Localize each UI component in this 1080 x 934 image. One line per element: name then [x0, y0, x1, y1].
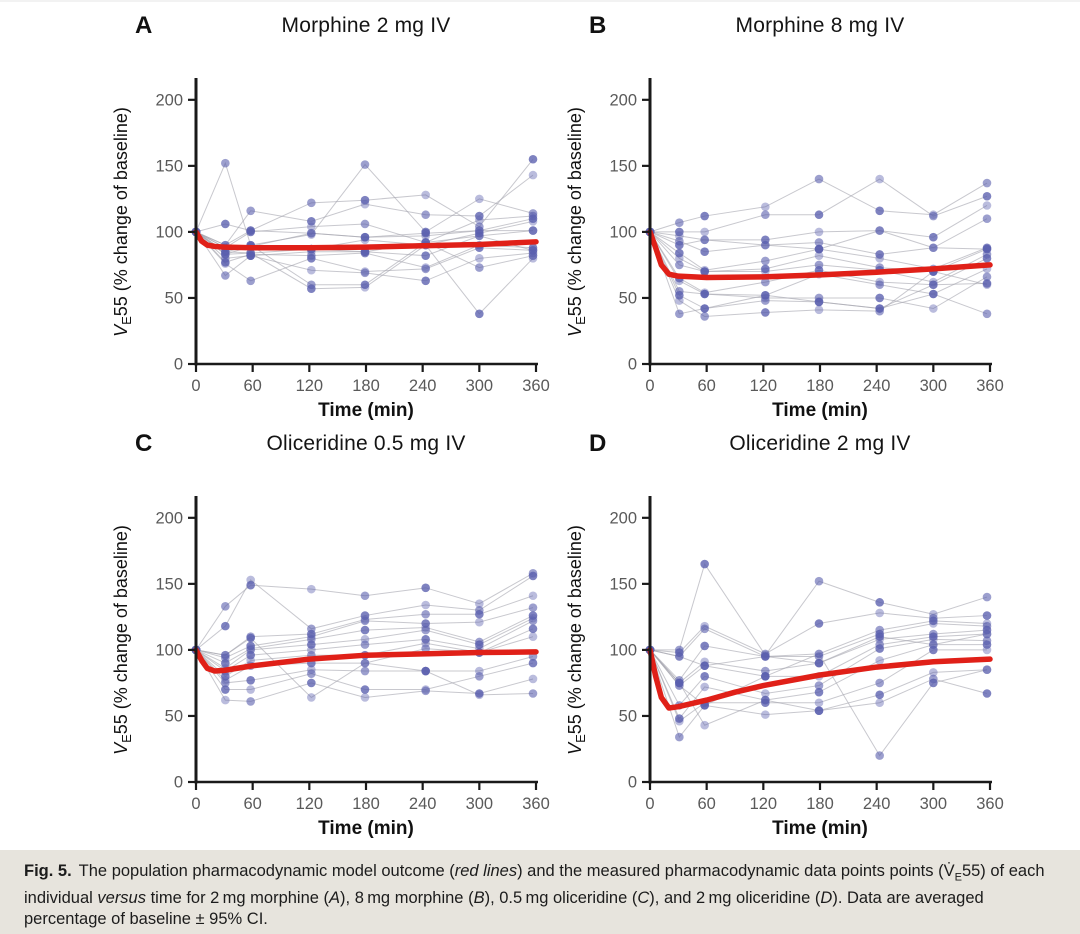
- svg-text:360: 360: [976, 377, 1004, 395]
- svg-text:VE55 (% change of baseline): VE55 (% change of baseline): [111, 525, 134, 755]
- svg-text:300: 300: [920, 795, 948, 813]
- svg-text:200: 200: [609, 509, 637, 527]
- svg-text:240: 240: [409, 377, 437, 395]
- svg-text:Time (min): Time (min): [772, 818, 868, 839]
- svg-text:50: 50: [165, 707, 183, 725]
- svg-text:50: 50: [619, 289, 637, 307]
- svg-text:200: 200: [155, 91, 183, 109]
- svg-text:120: 120: [750, 377, 778, 395]
- svg-text:0: 0: [628, 774, 637, 792]
- caption-segment: time for 2 mg morphine (: [146, 889, 330, 908]
- svg-text:0: 0: [628, 356, 637, 374]
- svg-text:300: 300: [466, 377, 494, 395]
- caption-segment: Fig. 5.: [24, 862, 72, 880]
- panel-c-chart: 0 50 100 150 200 0 60 120 180 240 300 360 Time (min)…: [111, 496, 550, 839]
- panel-b-header: B Morphine 8 mg IV: [555, 10, 1009, 42]
- svg-text:150: 150: [609, 575, 637, 593]
- panel-b-title: Morphine 8 mg IV: [735, 14, 905, 37]
- caption-segment: ), and 2 mg oliceridine (: [649, 889, 821, 908]
- caption-band: Fig. 5. The population pharmacodynamic mo…: [0, 850, 1080, 934]
- panel-b-letter: B: [589, 12, 607, 39]
- svg-text:120: 120: [750, 795, 778, 813]
- caption-segment: ). Data are averaged percentage of basel…: [24, 889, 984, 929]
- panel-a-letter: A: [135, 12, 153, 39]
- svg-text:200: 200: [155, 509, 183, 527]
- svg-text:180: 180: [806, 795, 834, 813]
- panel-a-header: A Morphine 2 mg IV: [101, 10, 555, 42]
- svg-text:360: 360: [522, 377, 550, 395]
- panel-grid: A Morphine 2 mg IV 0 50 100 150 200 0 60 120 180…: [101, 10, 1080, 840]
- svg-text:0: 0: [191, 795, 200, 813]
- svg-text:240: 240: [863, 795, 891, 813]
- svg-text:VE55 (% change of baseline): VE55 (% change of baseline): [565, 107, 588, 337]
- svg-text:360: 360: [976, 795, 1004, 813]
- panel-d-chart: 0 50 100 150 200 0 60 120 180 240 300 360 Time (min)…: [565, 496, 1004, 839]
- svg-text:120: 120: [296, 377, 324, 395]
- svg-text:180: 180: [806, 377, 834, 395]
- caption-segment: 55) of each individual: [24, 862, 1045, 908]
- svg-text:50: 50: [619, 707, 637, 725]
- svg-text:300: 300: [466, 795, 494, 813]
- caption-segment: ), 8 mg morphine (: [340, 889, 474, 908]
- svg-text:240: 240: [409, 795, 437, 813]
- svg-text:100: 100: [155, 641, 183, 659]
- svg-text:VE55 (% change of baseline): VE55 (% change of baseline): [111, 107, 134, 337]
- svg-text:VE55 (% change of baseline): VE55 (% change of baseline): [565, 525, 588, 755]
- svg-text:100: 100: [155, 223, 183, 241]
- svg-text:0: 0: [191, 377, 200, 395]
- svg-text:150: 150: [609, 157, 637, 175]
- panel-a-title: Morphine 2 mg IV: [281, 14, 451, 37]
- caption-segment: C: [637, 889, 650, 908]
- panel-c-title: Oliceridine 0.5 mg IV: [266, 432, 466, 455]
- svg-text:60: 60: [697, 795, 715, 813]
- caption-segment: The population pharmacodynamic model out…: [78, 862, 455, 880]
- panel-c-letter: C: [135, 430, 153, 457]
- svg-text:100: 100: [609, 223, 637, 241]
- svg-text:60: 60: [697, 377, 715, 395]
- caption-segment: ), 0.5 mg oliceridine (: [484, 889, 638, 908]
- caption-segment: A: [329, 889, 341, 908]
- svg-text:100: 100: [609, 641, 637, 659]
- svg-text:150: 150: [155, 157, 183, 175]
- caption-segment: E: [954, 871, 962, 884]
- svg-text:200: 200: [609, 91, 637, 109]
- svg-text:300: 300: [920, 377, 948, 395]
- svg-text:180: 180: [352, 795, 380, 813]
- panel-d-letter: D: [589, 430, 607, 457]
- svg-text:50: 50: [165, 289, 183, 307]
- svg-text:0: 0: [645, 377, 654, 395]
- panel-c: C Oliceridine 0.5 mg IV 0 50 100 150 200 0 60 1…: [101, 428, 555, 840]
- panel-a: A Morphine 2 mg IV 0 50 100 150 200 0 60 120 180…: [101, 10, 555, 422]
- figure-5: A Morphine 2 mg IV 0 50 100 150 200 0 60 120 180…: [0, 2, 1080, 840]
- svg-text:Time (min): Time (min): [772, 400, 868, 421]
- caption-segment: ) and the measured pharmacodynamic data …: [517, 862, 955, 880]
- svg-text:180: 180: [352, 377, 380, 395]
- figure-caption: Fig. 5. The population pharmacodynamic mo…: [24, 861, 1050, 930]
- svg-text:Time (min): Time (min): [318, 818, 414, 839]
- panel-d-title: Oliceridine 2 mg IV: [729, 432, 911, 455]
- panel-a-chart: 0 50 100 150 200 0 60 120 180 240 300 360 Time (min)…: [111, 78, 550, 421]
- svg-text:0: 0: [174, 356, 183, 374]
- svg-text:0: 0: [645, 795, 654, 813]
- panel-d-header: D Oliceridine 2 mg IV: [555, 428, 1009, 460]
- svg-text:60: 60: [243, 795, 261, 813]
- panel-c-header: C Oliceridine 0.5 mg IV: [101, 428, 555, 460]
- svg-text:120: 120: [296, 795, 324, 813]
- panel-d: D Oliceridine 2 mg IV 0 50 100 150 200 0 60 120…: [555, 428, 1009, 840]
- svg-text:0: 0: [174, 774, 183, 792]
- caption-segment: D: [820, 889, 833, 908]
- panel-b: B Morphine 8 mg IV 0 50 100 150 200 0 60 120 180…: [555, 10, 1009, 422]
- svg-text:360: 360: [522, 795, 550, 813]
- svg-text:60: 60: [243, 377, 261, 395]
- panel-b-chart: 0 50 100 150 200 0 60 120 180 240 300 360 Time (min)…: [565, 78, 1004, 421]
- caption-segment: versus: [97, 889, 146, 908]
- caption-segment: red lines: [454, 862, 518, 880]
- svg-text:240: 240: [863, 377, 891, 395]
- svg-text:Time (min): Time (min): [318, 400, 414, 421]
- caption-segment: B: [473, 889, 485, 908]
- svg-text:150: 150: [155, 575, 183, 593]
